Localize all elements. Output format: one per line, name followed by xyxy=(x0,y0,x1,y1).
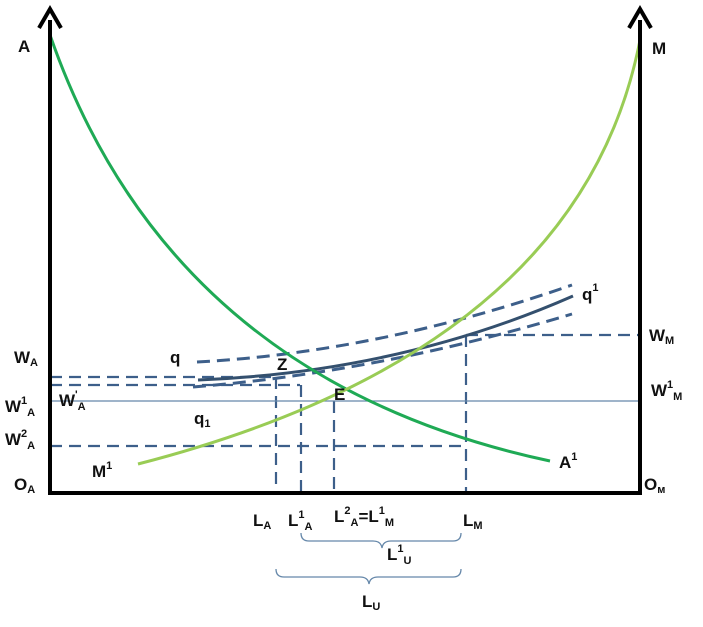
origin-right-label: Oм xyxy=(644,475,665,496)
point-e-label: E xyxy=(334,385,345,404)
supply-curve-m xyxy=(137,39,642,466)
tangent-lines xyxy=(192,283,573,389)
la1-label: L1A xyxy=(288,509,313,533)
q-sup-label: q1 xyxy=(582,282,599,304)
demand-curve-a xyxy=(48,34,551,463)
q-sub-label: q1 xyxy=(194,409,211,430)
lu1-label: L1U xyxy=(387,543,412,567)
indifference-curve xyxy=(197,294,574,382)
lm-label: LM xyxy=(463,511,483,532)
wa1-label: W1A xyxy=(5,395,35,419)
m1-label: M1 xyxy=(92,460,112,481)
lower-tangent-q-line xyxy=(192,312,573,389)
lu1-brace xyxy=(300,532,462,549)
wm-label: WM xyxy=(649,326,674,347)
wm1-label: W1M xyxy=(651,379,682,403)
lu-label: LU xyxy=(362,592,380,613)
wa2-label: W2A xyxy=(5,428,35,452)
braces xyxy=(275,532,462,585)
right-axis-arrow-icon xyxy=(627,5,653,30)
la2-lm1-label: L2A=L1M xyxy=(334,505,394,529)
wa-prime-label: W'A xyxy=(59,389,86,413)
dashed-guides xyxy=(50,333,640,493)
q-label: q xyxy=(170,348,180,367)
upper-tangent-q1-line xyxy=(196,283,573,364)
origin-left-label: OA xyxy=(14,475,35,496)
left-axis-arrow-icon xyxy=(37,5,63,30)
labels: A M OA Oм WA W1A W'A W2A WM W1M q q1 q1 … xyxy=(5,37,682,613)
a1-label: A1 xyxy=(559,451,577,472)
point-z-label: Z xyxy=(277,355,287,374)
wa-label: WA xyxy=(14,348,38,369)
axes xyxy=(37,5,653,495)
lu-brace xyxy=(275,568,462,585)
top-left-label: A xyxy=(18,37,30,56)
la-label: LA xyxy=(253,511,271,532)
top-right-label: M xyxy=(652,39,666,58)
